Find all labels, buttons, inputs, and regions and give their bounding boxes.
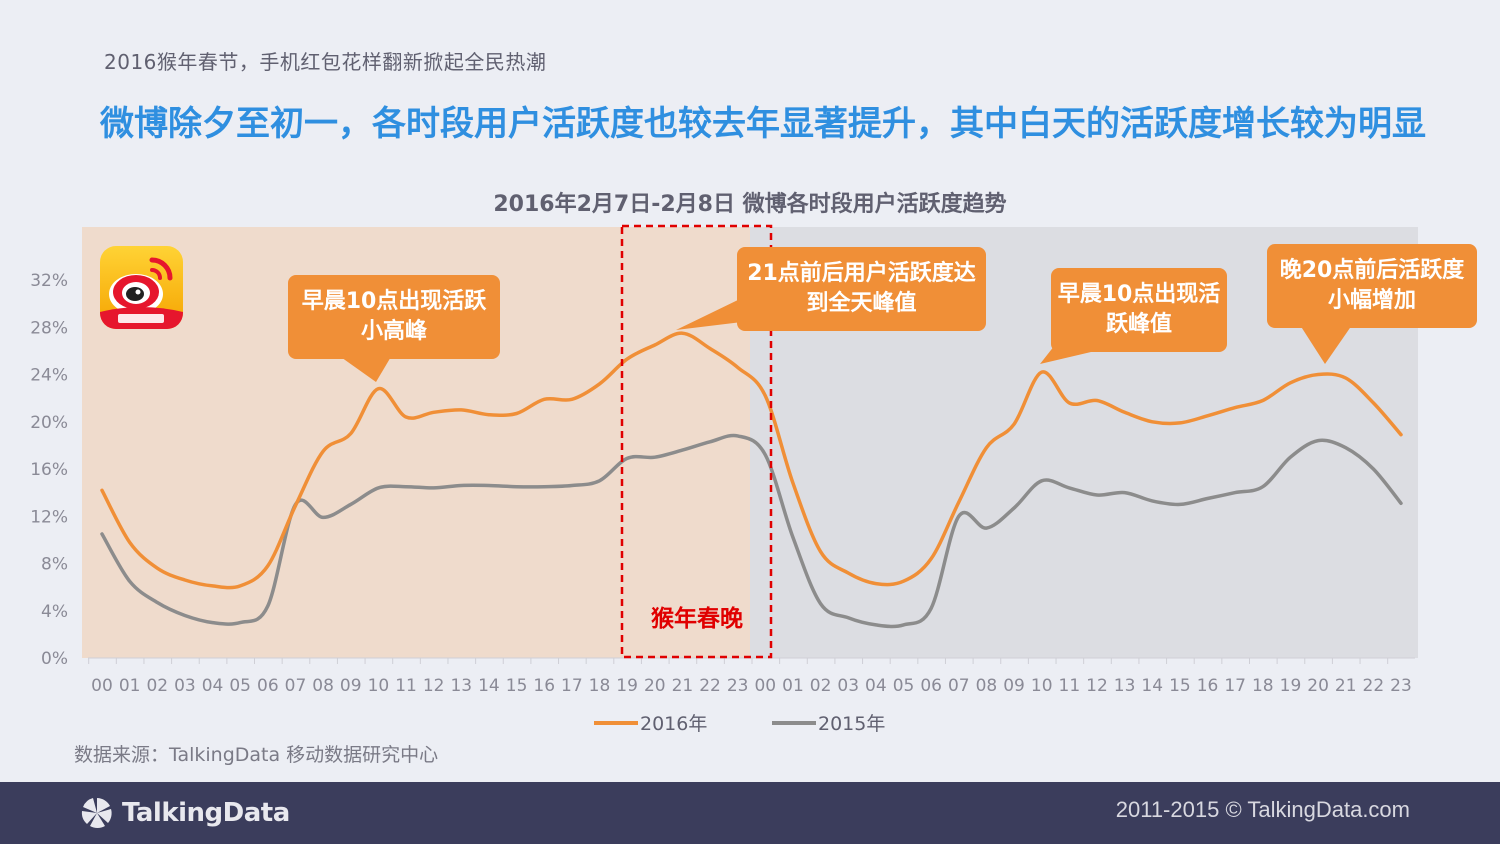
x-tick-label: 04	[202, 676, 224, 696]
x-tick-label: 05	[229, 676, 251, 696]
series-2016-line	[100, 331, 1403, 590]
x-tick-label: 09	[340, 676, 362, 696]
x-tick-label: 17	[1224, 676, 1246, 696]
x-tick-label: 23	[1390, 676, 1412, 696]
x-tick-label: 12	[1086, 676, 1108, 696]
x-tick-label: 06	[257, 676, 279, 696]
x-tick-label: 05	[893, 676, 915, 696]
callout-2-tail	[676, 298, 742, 330]
x-tick-label: 02	[810, 676, 832, 696]
x-tick-label: 18	[1252, 676, 1274, 696]
weibo-logo-icon	[100, 246, 183, 329]
y-tick-label: 8%	[41, 555, 68, 575]
footer-copyright: 2011-2015 © TalkingData.com	[1115, 797, 1410, 822]
spring-gala-label: 猴年春晚	[651, 605, 743, 632]
x-tick-label: 10	[1031, 676, 1053, 696]
callout-morning-peak-day2: 早晨10点出现活跃峰值	[1051, 268, 1227, 352]
y-tick-label: 16%	[30, 460, 68, 480]
y-axis-labels: 0% 4% 8% 12% 16% 20% 24% 28% 32%	[30, 271, 68, 669]
callout-evening-rise: 晚20点前后活跃度小幅增加	[1267, 244, 1477, 328]
spring-gala-highlight-box	[620, 224, 773, 659]
x-tick-label: 09	[1003, 676, 1025, 696]
y-tick-label: 24%	[30, 366, 68, 386]
callout-1-tail	[338, 355, 392, 382]
x-axis-labels: 00 01 02 03 04 05 06 07 08 09 10 11 12 13 14 15 16 17 18 19…	[91, 676, 1412, 696]
y-tick-label: 20%	[30, 413, 68, 433]
series-2015-line	[100, 433, 1403, 629]
x-tick-label: 22	[1363, 676, 1385, 696]
callout-21h-peak: 21点前后用户活跃度达到全天峰值	[737, 247, 986, 331]
x-axis-ticks	[88, 658, 1389, 664]
x-tick-label: 08	[312, 676, 334, 696]
x-tick-label: 18	[589, 676, 611, 696]
x-tick-label: 06	[920, 676, 942, 696]
footer-brand-name: TalkingData	[122, 798, 290, 828]
page-subtitle: 2016猴年春节，手机红包花样翻新掀起全民热潮	[104, 50, 547, 74]
legend-2015-label: 2015年	[818, 713, 885, 735]
x-tick-label: 03	[837, 676, 859, 696]
x-tick-label: 00	[754, 676, 776, 696]
x-tick-label: 20	[644, 676, 666, 696]
chart-legend: 2016年 2015年	[594, 713, 885, 735]
x-tick-label: 11	[1059, 676, 1081, 696]
x-tick-label: 19	[616, 676, 638, 696]
x-tick-label: 22	[699, 676, 721, 696]
x-tick-label: 08	[976, 676, 998, 696]
x-tick-label: 14	[1141, 676, 1163, 696]
x-tick-label: 02	[146, 676, 168, 696]
x-tick-label: 15	[506, 676, 528, 696]
x-tick-label: 10	[368, 676, 390, 696]
x-tick-label: 04	[865, 676, 887, 696]
y-tick-label: 0%	[41, 649, 68, 669]
callout-morning-peak-2016: 早晨10点出现活跃小高峰	[288, 275, 500, 359]
page-headline: 微博除夕至初一，各时段用户活跃度也较去年显著提升，其中白天的活跃度增长较为明显	[100, 104, 1426, 144]
legend-2016-label: 2016年	[640, 713, 707, 735]
x-tick-label: 17	[561, 676, 583, 696]
x-tick-label: 23	[727, 676, 749, 696]
x-tick-label: 16	[1197, 676, 1219, 696]
callout-4-tail	[1300, 325, 1352, 364]
y-tick-label: 4%	[41, 602, 68, 622]
data-source-note: 数据来源：TalkingData 移动数据研究中心	[74, 744, 439, 766]
footer-brand: TalkingData	[80, 794, 290, 832]
activity-trend-chart: 0%4%8%12%16%20%24%28%32% 00 01 02 03 04 05 06 0…	[30, 224, 1418, 735]
y-tick-label: 28%	[30, 318, 68, 338]
x-tick-label: 21	[1335, 676, 1357, 696]
x-tick-label: 11	[395, 676, 417, 696]
x-tick-label: 13	[450, 676, 472, 696]
x-tick-label: 19	[1280, 676, 1302, 696]
x-tick-label: 21	[672, 676, 694, 696]
x-tick-label: 12	[423, 676, 445, 696]
y-tick-label: 32%	[30, 271, 68, 291]
x-tick-label: 07	[948, 676, 970, 696]
x-tick-label: 15	[1169, 676, 1191, 696]
x-tick-label: 14	[478, 676, 500, 696]
x-tick-label: 00	[91, 676, 113, 696]
x-tick-label: 16	[533, 676, 555, 696]
x-tick-label: 07	[285, 676, 307, 696]
y-tick-label: 12%	[30, 507, 68, 527]
x-tick-label: 01	[119, 676, 141, 696]
footer-bar: TalkingData 2011-2015 © TalkingData.com	[0, 782, 1500, 844]
x-tick-label: 01	[782, 676, 804, 696]
x-tick-label: 03	[174, 676, 196, 696]
chart-title: 2016年2月7日-2月8日 微博各时段用户活跃度趋势	[493, 192, 1007, 217]
x-tick-label: 13	[1114, 676, 1136, 696]
talkingdata-logo-icon	[81, 798, 112, 829]
x-tick-label: 20	[1307, 676, 1329, 696]
